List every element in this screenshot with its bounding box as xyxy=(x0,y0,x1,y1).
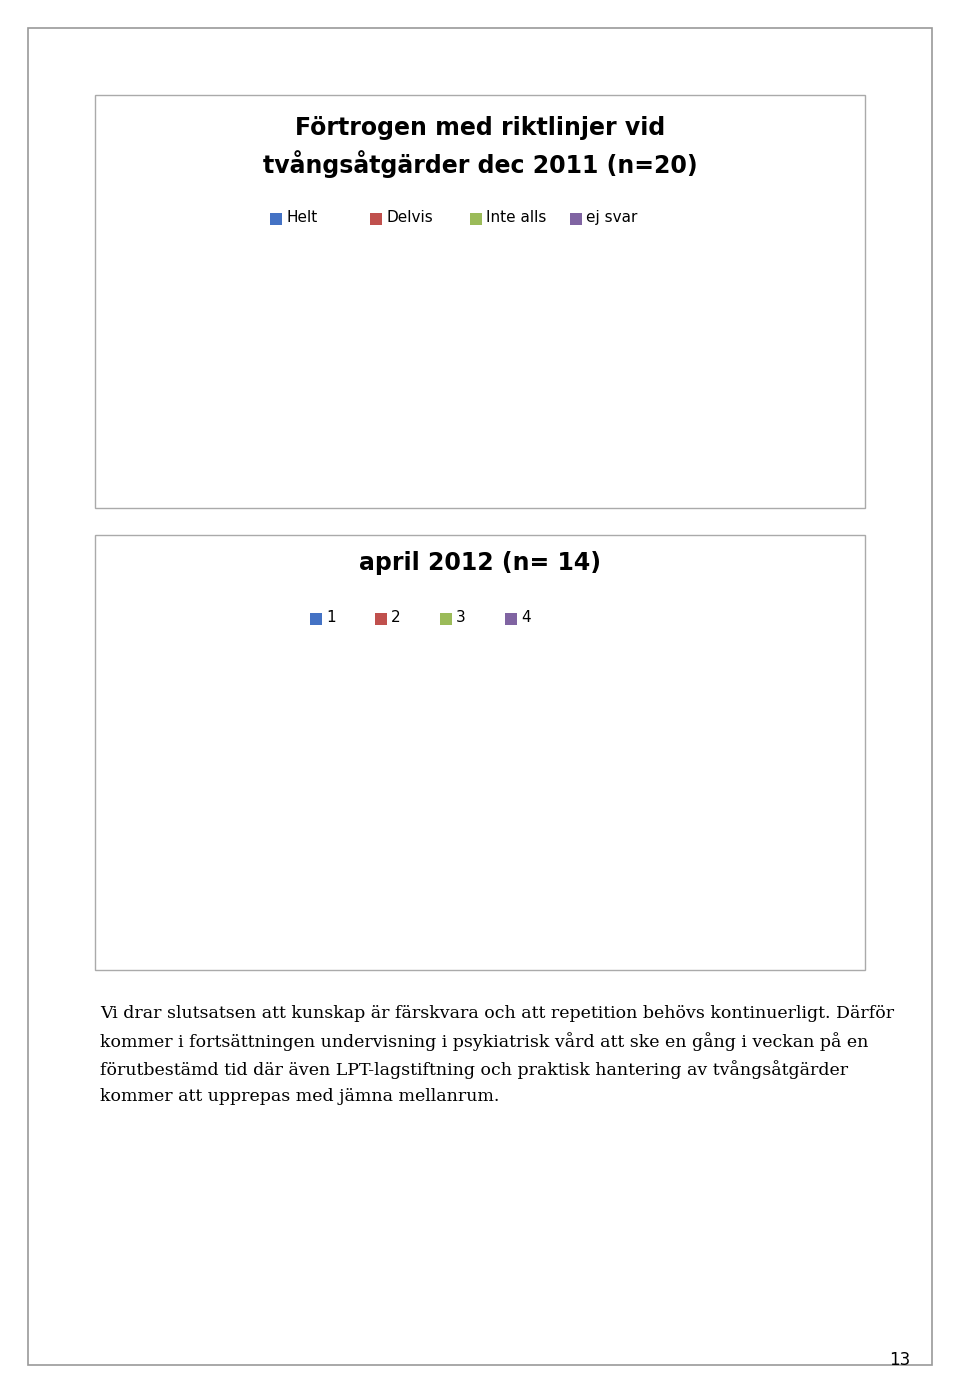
Text: 14%: 14% xyxy=(428,793,465,811)
Text: 0%: 0% xyxy=(479,736,505,754)
Text: Förtrogen med riktlinjer vid: Förtrogen med riktlinjer vid xyxy=(295,116,665,141)
Wedge shape xyxy=(396,726,564,894)
Text: 65%: 65% xyxy=(432,386,468,404)
Text: 4: 4 xyxy=(521,610,531,625)
Wedge shape xyxy=(480,290,564,423)
Text: 0%: 0% xyxy=(460,299,487,318)
Text: 86%: 86% xyxy=(471,834,509,853)
Text: Delvis: Delvis xyxy=(386,210,433,226)
Text: Helt: Helt xyxy=(286,210,317,226)
Text: 3: 3 xyxy=(456,610,466,625)
Text: Vi drar slutsatsen att kunskap är färskvara och att repetition behövs kontinuerl: Vi drar slutsatsen att kunskap är färskv… xyxy=(100,1004,894,1105)
Text: 13: 13 xyxy=(889,1351,911,1369)
Text: ej svar: ej svar xyxy=(586,210,637,226)
Text: 35%: 35% xyxy=(487,369,524,387)
Text: 0%: 0% xyxy=(460,736,487,754)
Wedge shape xyxy=(415,726,480,809)
Text: 1: 1 xyxy=(326,610,336,625)
Text: Inte alls: Inte alls xyxy=(486,210,546,226)
Text: tvångsåtgärder dec 2011 (n=20): tvångsåtgärder dec 2011 (n=20) xyxy=(263,150,697,178)
Text: april 2012 (n= 14): april 2012 (n= 14) xyxy=(359,552,601,575)
Wedge shape xyxy=(396,290,548,458)
Text: 2: 2 xyxy=(391,610,400,625)
Text: 0%: 0% xyxy=(479,299,505,318)
